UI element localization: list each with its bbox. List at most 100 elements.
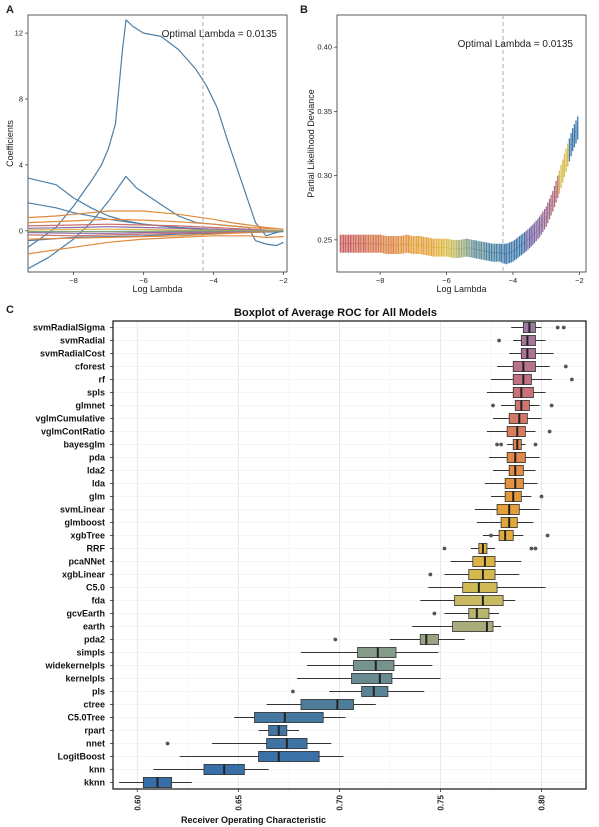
- y-tick-label: 0.30: [317, 171, 332, 180]
- deviance-point: [472, 248, 474, 250]
- deviance-point: [372, 242, 375, 245]
- outlier-point: [555, 325, 560, 330]
- deviance-point: [449, 247, 451, 249]
- deviance-point: [430, 246, 433, 249]
- deviance-point: [537, 228, 539, 230]
- panel-c-x-ticks: 0.60 0.65 0.70 0.75 0.80: [133, 789, 547, 811]
- model-label: rf: [99, 375, 107, 385]
- model-label: xgbLinear: [62, 570, 106, 580]
- deviance-point: [548, 208, 551, 210]
- x-tick-label: 0.60: [133, 794, 142, 810]
- outlier-point: [432, 611, 437, 616]
- deviance-point: [467, 247, 469, 249]
- deviance-point: [392, 244, 395, 246]
- deviance-point: [386, 244, 388, 246]
- model-label: lda2: [87, 466, 105, 476]
- panel-a-y-ticks: 0 4 8 12: [15, 29, 28, 235]
- outlier-point: [291, 689, 295, 694]
- x-tick-label: −8: [69, 276, 78, 285]
- panel-a-x-axis-title: Log Lambda: [132, 284, 182, 294]
- iqr-box: [506, 426, 526, 437]
- box-xgbTree: [482, 530, 550, 541]
- iqr-box: [254, 712, 324, 723]
- model-label: C5.0: [86, 583, 105, 593]
- panel-b-x-axis-title: Log Lambda: [436, 284, 486, 294]
- deviance-point: [420, 244, 423, 247]
- box-pda: [488, 452, 540, 463]
- deviance-point: [384, 243, 386, 246]
- deviance-point: [533, 232, 536, 234]
- deviance-point: [415, 244, 418, 246]
- deviance-point: [547, 212, 549, 214]
- deviance-point: [560, 175, 562, 178]
- iqr-box: [258, 751, 320, 762]
- iqr-box: [496, 504, 520, 515]
- box-rpart: [258, 725, 299, 736]
- outlier-point: [569, 377, 574, 382]
- coefficient-path-2: [27, 175, 284, 270]
- panel-a-x-ticks: −8 −6 −4 −2: [69, 272, 288, 285]
- model-label: glmnet: [75, 401, 105, 411]
- deviance-point: [356, 242, 358, 245]
- deviance-point: [351, 242, 353, 245]
- deviance-point: [460, 247, 463, 250]
- deviance-point: [387, 244, 390, 246]
- model-label: svmRadialSigma: [33, 323, 106, 333]
- deviance-point: [469, 247, 471, 249]
- deviance-point: [558, 181, 561, 183]
- deviance-point: [550, 204, 552, 206]
- outlier-point: [561, 325, 566, 330]
- deviance-point: [455, 248, 458, 250]
- deviance-point: [339, 242, 342, 245]
- coefficient-path-12: [27, 226, 284, 232]
- outlier-point: [533, 442, 538, 447]
- deviance-point: [557, 186, 559, 188]
- iqr-box: [520, 335, 536, 346]
- y-tick-label: 8: [19, 95, 23, 104]
- model-label: simpls: [76, 648, 105, 658]
- x-tick-label: 0.75: [436, 794, 445, 810]
- outlier-point: [489, 533, 493, 538]
- deviance-point: [439, 246, 441, 249]
- deviance-point: [555, 190, 557, 193]
- outlier-point: [533, 546, 538, 551]
- deviance-point: [576, 127, 579, 129]
- iqr-box: [512, 361, 536, 372]
- deviance-point: [483, 250, 486, 252]
- panel-a-coefficients: A −8 −6 −4 −2 0 4 8 12 Optimal Lambda = 0.0135…: [5, 4, 288, 294]
- deviance-point: [371, 242, 373, 245]
- iqr-box: [514, 400, 530, 411]
- deviance-point: [570, 144, 572, 146]
- deviance-point: [354, 242, 357, 245]
- iqr-box: [508, 413, 528, 424]
- model-label: svmRadial: [60, 336, 105, 346]
- model-label: fda: [92, 596, 106, 606]
- box-widekernelpls: [307, 660, 433, 671]
- model-label: glmboost: [65, 518, 106, 528]
- panel-a-y-axis-title: Coefficients: [5, 120, 15, 167]
- deviance-point: [493, 251, 496, 254]
- outlier-point: [563, 364, 568, 369]
- deviance-point: [568, 149, 571, 151]
- box-rf: [490, 374, 574, 385]
- box-spls: [486, 387, 546, 398]
- y-tick-label: 0: [19, 226, 23, 235]
- deviance-point: [445, 246, 448, 249]
- panel-c-boxes: [119, 322, 574, 788]
- deviance-point: [361, 242, 363, 245]
- deviance-point: [457, 248, 460, 250]
- model-label: svmRadialCost: [40, 349, 105, 359]
- outlier-point: [549, 403, 554, 408]
- model-label: C5.0Tree: [67, 713, 105, 723]
- deviance-point: [477, 249, 479, 251]
- panel-c-background: [113, 321, 586, 789]
- box-svmRadial: [497, 335, 546, 346]
- deviance-point: [409, 243, 411, 246]
- deviance-point: [442, 246, 445, 249]
- panel-b-x-ticks: −8 −6 −4 −2: [376, 272, 584, 285]
- deviance-point: [382, 243, 385, 246]
- model-label: pda2: [84, 635, 105, 645]
- deviance-point: [459, 248, 461, 250]
- deviance-point: [552, 200, 554, 203]
- iqr-box: [454, 595, 504, 606]
